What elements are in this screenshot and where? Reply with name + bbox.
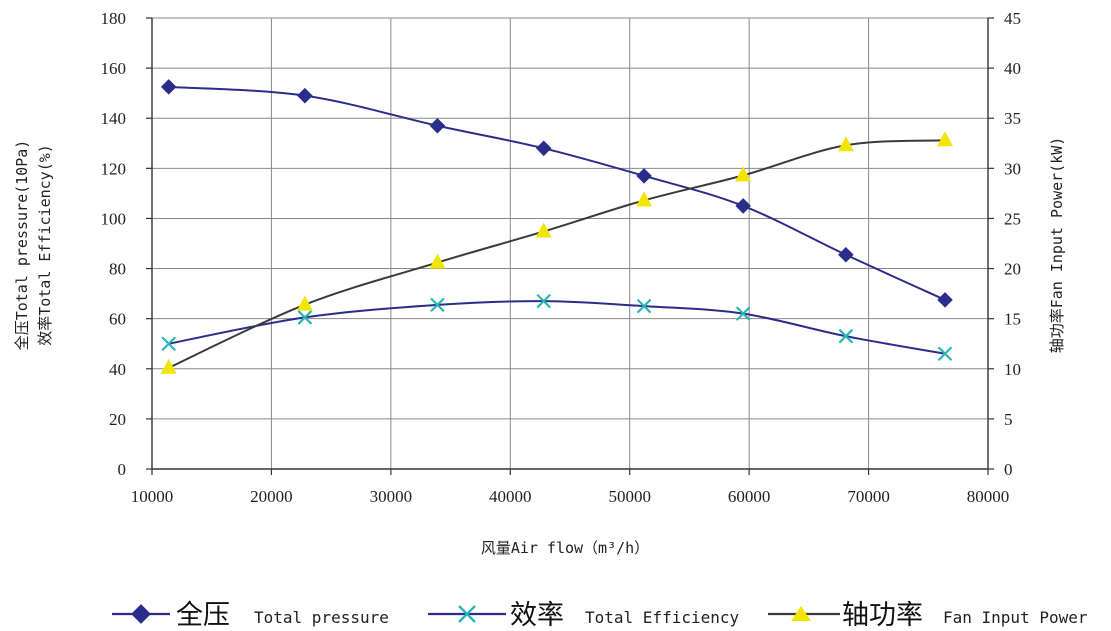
y-left-tick-label: 20: [109, 410, 126, 429]
series-line-fan-input-power: [168, 139, 946, 369]
legend-label-cn-fan-input-power: 轴功率: [842, 600, 923, 631]
data-point-diamond: [636, 168, 652, 184]
legend-label-en-total-pressure: Total pressure: [254, 608, 389, 627]
data-point-triangle: [937, 131, 954, 147]
axis-labels: 风量Air flow（m³/h） 全压Total pressure(10Pa) …: [13, 137, 1066, 557]
data-point-diamond: [735, 198, 751, 214]
data-point-x: [937, 346, 953, 362]
y-left-tick-label: 80: [109, 260, 126, 279]
x-tick-label: 20000: [250, 487, 293, 506]
data-point-x: [161, 336, 176, 351]
y-right-tick-label: 15: [1004, 310, 1021, 329]
y-left-tick-label: 180: [101, 9, 127, 28]
series-total-efficiency: [161, 293, 953, 362]
legend-label-en-fan-input-power: Fan Input Power: [943, 608, 1088, 627]
data-point-diamond: [297, 87, 313, 104]
y-left-tick-label: 40: [109, 360, 126, 379]
y-left-axis-title-line2: 效率Total Efficiency(%): [36, 144, 54, 346]
x-tick-label: 80000: [967, 487, 1010, 506]
axes: 10000 20000 30000 40000 50000 60000 70000 80000…: [101, 9, 1022, 506]
x-axis-title: 风量Air flow（m³/h）: [481, 539, 649, 557]
legend-item-fan-input-power: 轴功率 Fan Input Power: [768, 600, 1088, 631]
y-right-tick-label: 45: [1004, 9, 1021, 28]
series-fan-input-power: [160, 131, 954, 374]
data-point-triangle: [160, 358, 177, 374]
y-right-tick-label: 10: [1004, 360, 1021, 379]
legend-label-cn-total-pressure: 全压: [176, 600, 230, 631]
y-right-tick-label: 40: [1004, 59, 1021, 78]
legend-label-cn-total-efficiency: 效率: [510, 600, 564, 631]
y-right-tick-label: 30: [1004, 159, 1021, 178]
x-tick-label: 70000: [847, 487, 890, 506]
series-layer: [160, 79, 954, 374]
series-line-total-pressure: [168, 85, 946, 301]
y-right-tick-label: 35: [1004, 109, 1021, 128]
legend-marker-diamond: [131, 604, 151, 624]
y-left-tick-label: 160: [101, 59, 127, 78]
legend-item-total-efficiency: 效率 Total Efficiency: [428, 600, 739, 631]
data-point-diamond: [535, 140, 552, 157]
x-tick-label: 50000: [608, 487, 651, 506]
y-left-axis-title-line1: 全压Total pressure(10Pa): [13, 140, 31, 351]
data-point-triangle: [296, 295, 313, 311]
y-right-axis-title: 轴功率Fan Input Power(kW): [1048, 137, 1066, 354]
y-left-tick-label: 120: [101, 159, 127, 178]
data-point-x: [430, 297, 445, 313]
data-point-diamond: [160, 79, 177, 95]
x-tick-label: 30000: [370, 487, 413, 506]
y-left-tick-label: 0: [118, 460, 127, 479]
data-point-diamond: [937, 292, 953, 308]
y-right-tick-label: 25: [1004, 209, 1021, 228]
data-point-x: [735, 306, 751, 321]
y-left-tick-label: 60: [109, 310, 126, 329]
y-left-tick-label: 140: [101, 109, 127, 128]
data-point-x: [636, 298, 652, 314]
legend: 全压 Total pressure 效率 Total Efficiency 轴功…: [112, 600, 1088, 631]
y-right-tick-label: 5: [1004, 410, 1013, 429]
legend-item-total-pressure: 全压 Total pressure: [112, 600, 389, 631]
data-point-triangle: [429, 253, 446, 269]
legend-label-en-total-efficiency: Total Efficiency: [585, 608, 739, 627]
y-right-tick-label: 0: [1004, 460, 1013, 479]
legend-marker-triangle: [791, 606, 811, 621]
data-point-x: [838, 328, 854, 344]
data-point-triangle: [837, 136, 854, 152]
y-right-tick-label: 20: [1004, 260, 1021, 279]
data-point-x: [536, 293, 552, 309]
data-point-diamond: [838, 246, 854, 263]
data-point-triangle: [735, 166, 752, 182]
y-left-tick-label: 100: [101, 209, 127, 228]
x-tick-label: 60000: [728, 487, 771, 506]
data-point-triangle: [535, 222, 552, 238]
series-line-total-efficiency: [168, 300, 946, 355]
legend-marker-x: [458, 605, 476, 623]
x-tick-label: 40000: [489, 487, 532, 506]
x-tick-label: 10000: [131, 487, 174, 506]
data-point-x: [297, 310, 313, 325]
data-point-triangle: [636, 191, 653, 207]
grid: [152, 17, 988, 469]
data-point-diamond: [429, 117, 446, 134]
series-total-pressure: [160, 79, 953, 308]
